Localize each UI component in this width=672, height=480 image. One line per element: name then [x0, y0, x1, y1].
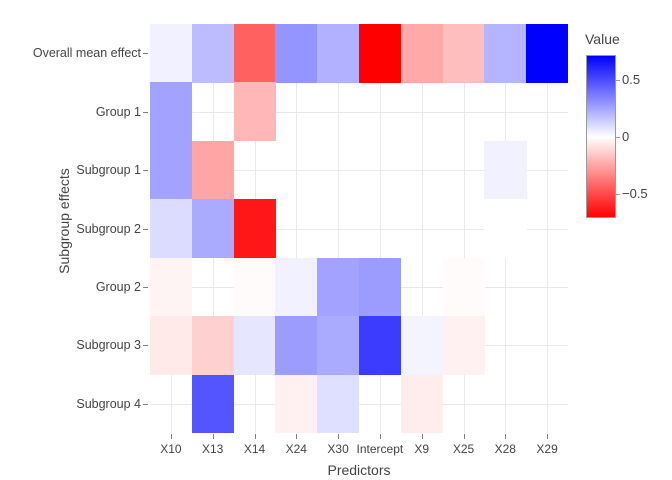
y-tick-mark — [143, 170, 148, 172]
heatmap-cell — [233, 316, 276, 376]
y-tick-label: Subgroup 1 — [76, 163, 141, 178]
colorbar-title: Value — [585, 31, 620, 47]
heatmap-cell — [275, 316, 318, 376]
y-tick-mark — [143, 111, 148, 113]
x-tick-label: X29 — [536, 442, 558, 456]
x-tick-label: X9 — [414, 442, 430, 456]
heatmap-cell — [442, 257, 485, 317]
x-axis-title: Predictors — [327, 462, 391, 478]
colorbar-tick-label: 0.5 — [622, 72, 641, 88]
heatmap-cell — [359, 257, 402, 317]
colorbar-tick-mark — [616, 80, 620, 82]
heatmap-cell — [233, 82, 276, 142]
heatmap-cell — [191, 199, 235, 259]
heatmap-cell — [526, 24, 569, 83]
colorbar-tick-label: 0 — [622, 129, 630, 145]
heatmap-cell — [400, 374, 444, 434]
y-tick-label: Subgroup 2 — [76, 221, 141, 236]
x-tick-mark — [296, 434, 298, 439]
heatmap-cell — [233, 24, 276, 83]
y-tick-mark — [143, 403, 148, 405]
heatmap-cell — [442, 316, 485, 376]
heatmap-cell — [275, 24, 318, 83]
colorbar-tick-label: −0.5 — [622, 186, 648, 202]
x-tick-mark — [421, 434, 423, 439]
heatmap-cell — [275, 257, 318, 317]
heatmap-cell — [484, 24, 527, 83]
colorbar-tick-mark — [616, 137, 620, 139]
heatmap-cell — [191, 24, 235, 83]
heatmap-cell — [275, 374, 318, 434]
gridline-horizontal — [150, 111, 568, 113]
x-tick-mark — [505, 434, 507, 439]
gridline-horizontal — [150, 228, 568, 230]
heatmap-cell — [150, 82, 193, 142]
colorbar-gradient — [586, 55, 616, 218]
heatmap-cell — [442, 24, 485, 83]
y-tick-label: Overall mean effect — [32, 46, 141, 61]
heatmap-cell — [150, 199, 193, 259]
heatmap-cell — [150, 140, 193, 200]
x-tick-mark — [254, 434, 256, 439]
y-tick-mark — [143, 286, 148, 288]
x-tick-mark — [463, 434, 465, 439]
x-tick-label: X10 — [160, 442, 182, 456]
heatmap-cell — [484, 140, 527, 200]
heatmap-cell — [317, 374, 360, 434]
x-tick-label: X25 — [452, 442, 475, 456]
heatmap-cell — [191, 140, 235, 200]
x-tick-label: Intercept — [356, 442, 404, 456]
y-tick-label: Group 2 — [95, 279, 141, 294]
heatmap-cell — [317, 24, 360, 83]
heatmap-cell — [233, 199, 276, 259]
heatmap-cell — [191, 316, 235, 376]
colorbar-tick-mark — [616, 194, 620, 196]
heatmap-cell — [400, 24, 444, 83]
gridline-horizontal — [150, 170, 568, 172]
heatmap-cell — [400, 316, 444, 376]
heatmap-cell — [150, 24, 193, 83]
heatmap-cell — [191, 374, 235, 434]
x-tick-mark — [338, 434, 340, 439]
x-tick-label: X13 — [202, 442, 224, 456]
heatmap-cell — [359, 24, 402, 83]
heatmap-cell — [359, 316, 402, 376]
x-tick-label: X14 — [243, 442, 266, 456]
y-tick-mark — [143, 345, 148, 347]
x-tick-mark — [170, 434, 172, 439]
y-tick-mark — [143, 53, 148, 55]
heatmap-cell — [317, 257, 360, 317]
heatmap-cell — [233, 257, 276, 317]
x-tick-label: X28 — [494, 442, 516, 456]
heatmap-cell — [484, 199, 527, 259]
y-tick-mark — [143, 228, 148, 230]
x-tick-label: X30 — [327, 442, 349, 456]
x-tick-label: X24 — [285, 442, 307, 456]
heatmap-cell — [150, 316, 193, 376]
x-tick-mark — [547, 434, 549, 439]
y-tick-label: Group 1 — [95, 104, 141, 119]
y-tick-label: Subgroup 3 — [76, 338, 141, 353]
x-tick-mark — [379, 434, 381, 439]
y-tick-label: Subgroup 4 — [76, 396, 141, 411]
x-tick-mark — [212, 434, 214, 439]
colorbar: Value 0.5 0 −0.5 — [585, 31, 648, 218]
heatmap-cell — [150, 257, 193, 317]
heatmap-cell — [317, 316, 360, 376]
